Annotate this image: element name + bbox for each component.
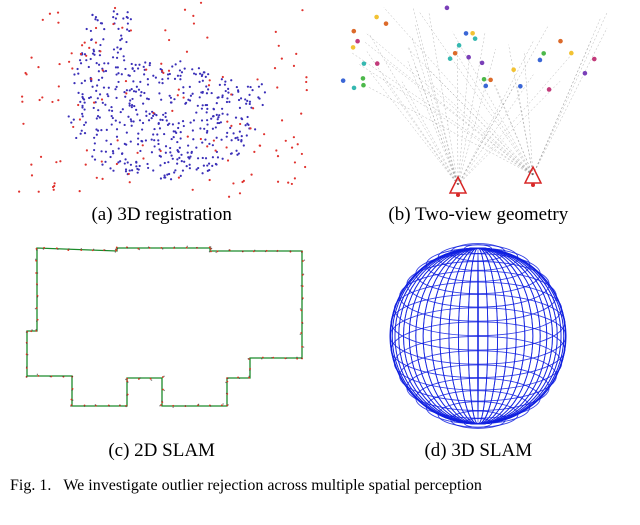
panel-d: (d) 3D SLAM [323,236,633,472]
figure-1: (a) 3D registration (b) Two-view geometr… [0,0,640,497]
panel-d-caption: (d) 3D SLAM [424,440,532,462]
figure-row-top: (a) 3D registration (b) Two-view geometr… [0,0,640,236]
panel-b-caption: (b) Two-view geometry [388,204,568,226]
figure-row-bottom: (c) 2D SLAM (d) 3D SLAM [0,236,640,472]
panel-a: (a) 3D registration [7,0,317,236]
panel-a-caption: (a) 3D registration [91,204,231,226]
plot-3d-slam [328,236,628,436]
plot-two-view [328,0,628,200]
figure-caption: Fig. 1. We investigate outlier rejection… [0,472,640,497]
figure-caption-prefix: Fig. 1. [10,477,51,494]
panel-b: (b) Two-view geometry [323,0,633,236]
figure-caption-text: We investigate outlier rejection across … [63,477,482,494]
panel-c: (c) 2D SLAM [7,236,317,472]
panel-c-caption: (c) 2D SLAM [108,440,215,462]
plot-3d-registration [12,0,312,200]
plot-2d-slam [12,236,312,436]
